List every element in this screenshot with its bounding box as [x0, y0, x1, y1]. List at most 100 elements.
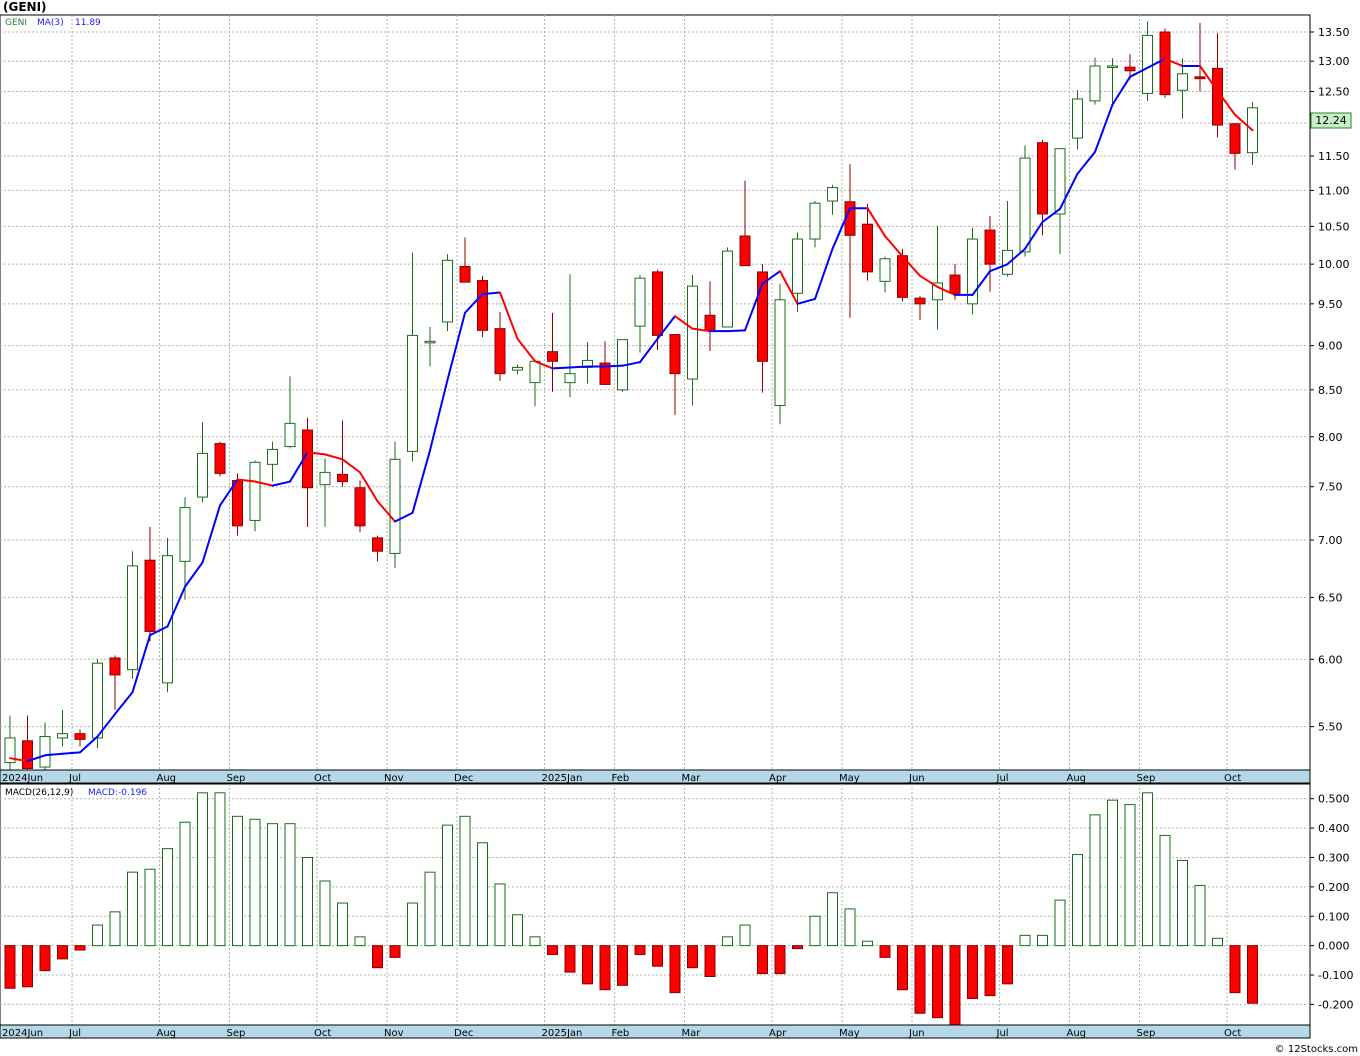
ma-segment: [201, 504, 221, 564]
candle-up: [879, 256, 891, 293]
candle-down: [1194, 22, 1206, 92]
candle-body: [57, 733, 68, 739]
macd-x-tick-label: 2025Jan: [542, 1028, 583, 1039]
candle-body: [284, 422, 296, 447]
candle-up: [197, 422, 208, 503]
macd-bar-positive: [722, 936, 733, 947]
ma-segment: [726, 329, 746, 333]
candle-body: [354, 487, 366, 527]
price-x-tick-label: Feb: [612, 773, 630, 784]
macd-bar-negative: [669, 945, 681, 994]
macd-bar-positive: [1089, 814, 1101, 947]
ma-segment: [446, 311, 466, 381]
macd-bar-positive: [197, 792, 208, 947]
candle-down: [354, 480, 366, 533]
ma-segment: [324, 453, 344, 461]
ma-segment: [306, 451, 326, 456]
price-y-tick-label: 7.50: [1318, 481, 1343, 494]
candle-body: [372, 537, 383, 552]
candle-down: [144, 526, 156, 642]
candle-body: [179, 507, 191, 562]
macd-y-tick-label: 0.200: [1318, 881, 1350, 894]
ma-segment: [639, 337, 659, 364]
macd-bar-positive: [442, 824, 453, 947]
macd-y-tick-label: -0.200: [1318, 998, 1353, 1011]
macd-bar-positive: [214, 792, 226, 947]
ma-segment: [1059, 172, 1079, 210]
candle-up: [512, 364, 523, 375]
price-y-tick-label: 13.00: [1318, 55, 1350, 68]
candle-down: [232, 473, 243, 536]
price-x-tick-label: Aug: [157, 773, 177, 784]
macd-bar-positive: [284, 823, 296, 947]
ma-segment: [814, 247, 834, 300]
candle-body: [862, 223, 873, 273]
ma-segment: [411, 449, 431, 514]
candle-body: [792, 238, 803, 294]
candle-up: [1089, 57, 1101, 105]
ma-segment: [1199, 64, 1219, 92]
macd-bar-negative: [634, 945, 646, 955]
candle-up: [92, 659, 103, 749]
macd-bar-positive: [1142, 792, 1153, 947]
ma-segment: [1216, 89, 1236, 116]
ma-segment: [1129, 66, 1149, 78]
price-y-tick-label: 6.00: [1318, 653, 1343, 666]
candle-body: [1002, 249, 1013, 275]
macd-bar-positive: [319, 880, 331, 947]
candle-body: [704, 314, 716, 331]
ma-segment: [289, 451, 309, 483]
macd-bar-positive: [477, 842, 488, 947]
last-price-label: 12.24: [1315, 114, 1347, 127]
macd-bar-negative: [792, 945, 803, 950]
candle-body: [1229, 123, 1241, 154]
candle-body: [879, 258, 891, 282]
ma-segment: [831, 207, 851, 250]
candle-body: [162, 555, 173, 684]
candle-body: [319, 471, 331, 486]
price-panel: 5.50 6.00 6.50 7.00 7.50 8.00 8.50 9.00 9.50 10.0…: [0, 14, 1352, 781]
price-x-tick-label: Dec: [454, 773, 473, 784]
candle-body: [232, 480, 243, 527]
candle-up: [179, 497, 191, 600]
candle-body: [1054, 148, 1066, 215]
price-x-tick-label: Mar: [682, 773, 702, 784]
price-legend: GENI MA(3) 11.89: [5, 18, 101, 28]
price-y-tick-label: 7.00: [1318, 534, 1343, 547]
macd-x-tick-label: Jul: [996, 1028, 1009, 1039]
candle-body: [687, 285, 698, 380]
macd-y-tick-label: 0.400: [1318, 822, 1350, 835]
macd-x-tick-label: Dec: [454, 1028, 473, 1039]
macd-bar-negative: [687, 945, 698, 969]
candle-body: [932, 282, 943, 301]
candles: [4, 21, 1258, 781]
ma-segment: [779, 270, 799, 305]
candle-down: [477, 275, 488, 338]
candle-down: [669, 334, 681, 415]
macd-x-axis: 2024Jun Jul Aug Sep Oct Nov Dec 2025Jan Feb Mar Ap…: [2, 1028, 1241, 1039]
price-x-tick-label: Jul: [68, 773, 81, 784]
price-y-tick-label: 10.50: [1318, 220, 1350, 233]
legend-symbol: GENI: [5, 18, 27, 28]
macd-y-tick-label: -0.100: [1318, 969, 1353, 982]
macd-bar-positive: [109, 911, 121, 947]
candle-down: [1037, 140, 1048, 236]
candle-up: [564, 274, 576, 398]
candle-body: [652, 271, 663, 336]
ma-segment: [534, 360, 554, 370]
candle-up: [687, 275, 698, 406]
price-y-tick-label: 11.00: [1318, 184, 1350, 197]
price-x-tick-label: May: [839, 773, 860, 784]
macd-bar-negative: [704, 945, 716, 978]
price-x-tick-label: Oct: [314, 773, 331, 784]
candle-up: [967, 227, 978, 315]
macd-y-tick-label: 0.300: [1318, 851, 1350, 864]
macd-bars: [4, 792, 1258, 1026]
ma-segment: [61, 751, 81, 755]
candle-down: [984, 216, 996, 292]
macd-x-tick-label: May: [839, 1028, 860, 1039]
ma-segment: [936, 285, 956, 296]
candle-body: [442, 259, 453, 323]
macd-bar-positive: [1194, 884, 1206, 947]
macd-bar-positive: [144, 868, 156, 947]
